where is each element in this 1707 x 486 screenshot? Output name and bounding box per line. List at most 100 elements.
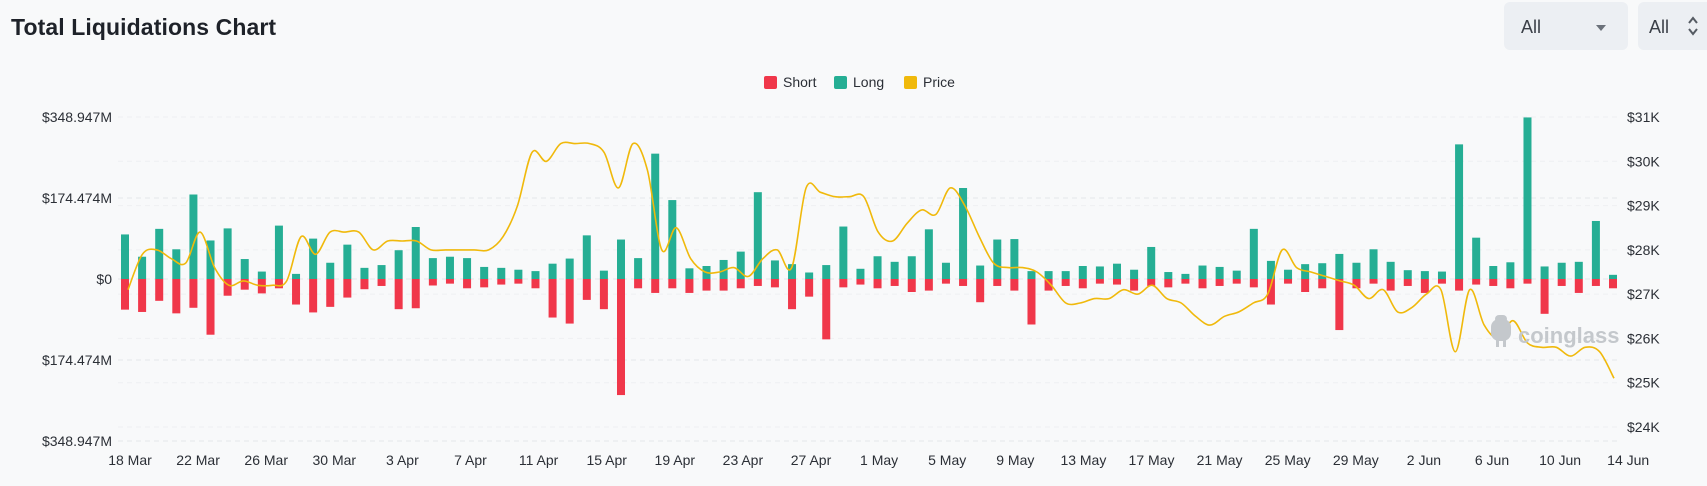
short-bar[interactable] — [1266, 279, 1275, 305]
short-bar[interactable] — [223, 279, 232, 296]
short-bar[interactable] — [651, 279, 660, 293]
long-bar[interactable] — [1147, 246, 1156, 279]
long-bar[interactable] — [138, 256, 147, 279]
long-bar[interactable] — [941, 262, 950, 279]
short-bar[interactable] — [1130, 279, 1139, 291]
long-bar[interactable] — [1403, 270, 1412, 279]
short-bar[interactable] — [1232, 279, 1241, 284]
long-bar[interactable] — [1506, 262, 1515, 279]
short-bar[interactable] — [121, 279, 129, 310]
short-bar[interactable] — [189, 279, 198, 308]
short-bar[interactable] — [138, 279, 147, 312]
short-bar[interactable] — [668, 279, 677, 289]
long-bar[interactable] — [788, 264, 797, 279]
long-bar[interactable] — [1369, 249, 1378, 279]
long-bar[interactable] — [599, 270, 608, 279]
long-bar[interactable] — [531, 271, 540, 279]
short-bar[interactable] — [1198, 279, 1207, 289]
long-bar[interactable] — [1095, 266, 1104, 279]
short-bar[interactable] — [1540, 279, 1549, 314]
long-bar[interactable] — [1609, 274, 1617, 279]
short-bar[interactable] — [890, 279, 899, 286]
short-bar[interactable] — [941, 279, 950, 284]
long-bar[interactable] — [548, 263, 557, 279]
long-bar[interactable] — [223, 228, 232, 279]
short-bar[interactable] — [1249, 279, 1258, 288]
short-bar[interactable] — [822, 279, 831, 340]
short-bar[interactable] — [1147, 279, 1156, 286]
long-bar[interactable] — [240, 259, 249, 279]
long-bar[interactable] — [1386, 261, 1395, 279]
short-bar[interactable] — [1095, 279, 1104, 284]
short-bar[interactable] — [1591, 279, 1600, 286]
short-bar[interactable] — [1352, 279, 1361, 289]
long-bar[interactable] — [1027, 271, 1036, 279]
short-bar[interactable] — [445, 279, 454, 284]
short-bar[interactable] — [976, 279, 985, 303]
long-bar[interactable] — [1455, 144, 1464, 279]
short-bar[interactable] — [1284, 279, 1293, 284]
long-bar[interactable] — [1352, 262, 1361, 279]
short-bar[interactable] — [1403, 279, 1412, 286]
long-bar[interactable] — [360, 267, 369, 279]
short-bar[interactable] — [514, 279, 523, 284]
short-bar[interactable] — [839, 279, 848, 288]
short-bar[interactable] — [788, 279, 797, 310]
short-bar[interactable] — [1420, 279, 1429, 293]
long-bar[interactable] — [257, 271, 266, 279]
short-bar[interactable] — [1061, 279, 1070, 286]
short-bar[interactable] — [274, 279, 283, 289]
short-bar[interactable] — [1010, 279, 1019, 291]
long-bar[interactable] — [206, 240, 215, 279]
long-bar[interactable] — [993, 239, 1002, 279]
short-bar[interactable] — [719, 279, 728, 291]
short-bar[interactable] — [1609, 279, 1617, 289]
long-bar[interactable] — [668, 200, 677, 279]
short-bar[interactable] — [377, 279, 386, 286]
long-bar[interactable] — [292, 273, 301, 279]
long-bar[interactable] — [172, 249, 181, 279]
long-bar[interactable] — [1078, 266, 1087, 279]
long-bar[interactable] — [1284, 269, 1293, 279]
long-bar[interactable] — [976, 265, 985, 279]
long-bar[interactable] — [428, 258, 437, 279]
short-bar[interactable] — [736, 279, 745, 289]
short-bar[interactable] — [497, 279, 506, 285]
long-bar[interactable] — [1557, 262, 1566, 279]
short-bar[interactable] — [1369, 279, 1378, 284]
short-bar[interactable] — [394, 279, 403, 310]
long-bar[interactable] — [907, 256, 916, 279]
long-bar[interactable] — [1061, 271, 1070, 279]
short-bar[interactable] — [907, 279, 916, 292]
long-bar[interactable] — [1266, 260, 1275, 279]
long-bar[interactable] — [770, 260, 779, 279]
long-bar[interactable] — [274, 225, 283, 279]
short-bar[interactable] — [873, 279, 882, 289]
short-bar[interactable] — [155, 279, 164, 301]
long-bar[interactable] — [377, 265, 386, 279]
legend-item-long[interactable]: Long — [834, 74, 884, 90]
short-bar[interactable] — [1078, 279, 1087, 289]
long-bar[interactable] — [343, 244, 352, 279]
short-bar[interactable] — [326, 279, 335, 307]
long-bar[interactable] — [1232, 270, 1241, 279]
short-bar[interactable] — [702, 279, 711, 291]
short-bar[interactable] — [1027, 279, 1036, 325]
short-bar[interactable] — [1386, 279, 1395, 291]
long-bar[interactable] — [1130, 269, 1139, 279]
long-bar[interactable] — [1164, 272, 1173, 279]
long-bar[interactable] — [873, 256, 882, 279]
long-bar[interactable] — [753, 192, 762, 279]
long-bar[interactable] — [514, 269, 523, 279]
long-bar[interactable] — [1044, 271, 1053, 279]
short-bar[interactable] — [548, 279, 557, 318]
long-bar[interactable] — [1318, 263, 1327, 279]
short-bar[interactable] — [1164, 279, 1173, 288]
range-select[interactable]: All — [1638, 2, 1707, 50]
long-bar[interactable] — [822, 265, 831, 279]
long-bar[interactable] — [1113, 263, 1121, 279]
short-bar[interactable] — [993, 279, 1002, 286]
short-bar[interactable] — [753, 279, 762, 286]
short-bar[interactable] — [240, 279, 249, 290]
legend-item-price[interactable]: Price — [904, 74, 955, 90]
